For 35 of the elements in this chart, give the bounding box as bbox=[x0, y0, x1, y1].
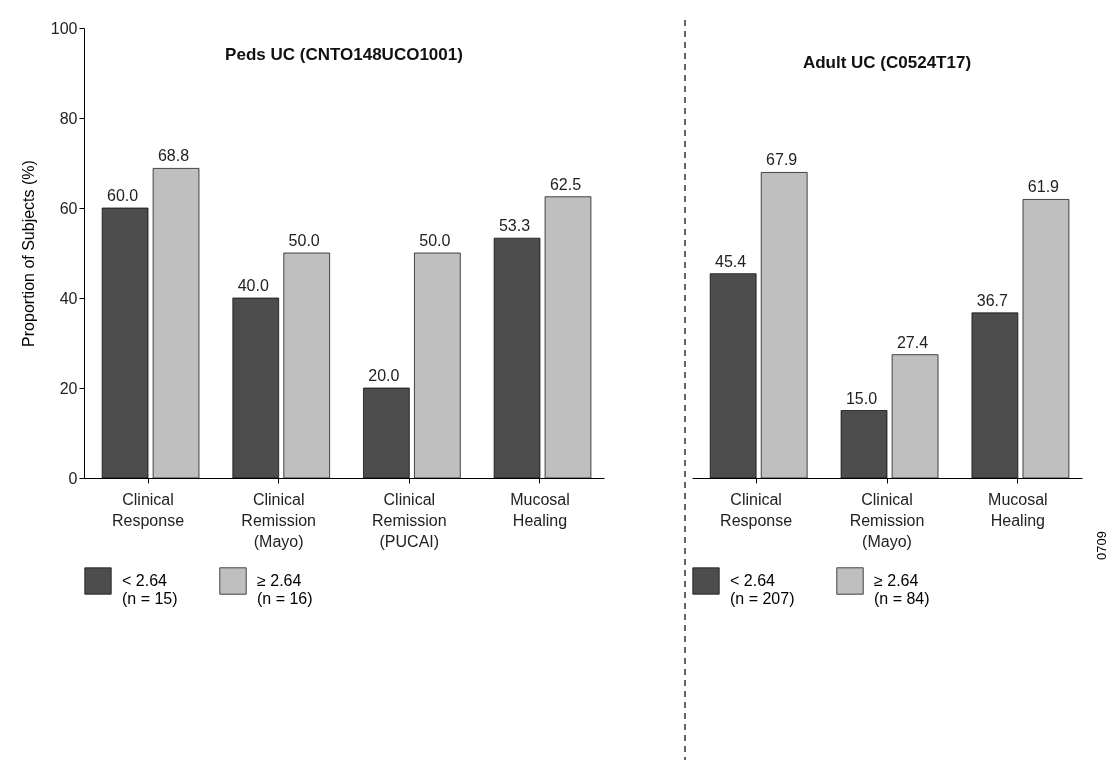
text: Peds UC (CNTO148UCO1001) bbox=[225, 45, 463, 64]
y-tick-label: 40 bbox=[59, 289, 78, 307]
data-label: 53.3 bbox=[498, 217, 531, 235]
data-label: 61.9 bbox=[1027, 178, 1060, 196]
x-tick-label: Clinical Remission (PUCAI) bbox=[371, 490, 447, 550]
data-label: 62.5 bbox=[549, 175, 582, 193]
data-label: 50.0 bbox=[288, 232, 320, 249]
data-label: 60.0 bbox=[106, 187, 139, 204]
text: 0709 bbox=[1094, 531, 1109, 560]
y-axis-title: Proportion of Subjects (%) bbox=[19, 160, 37, 347]
y-tick-label: 20 bbox=[59, 379, 78, 397]
data-label: 40.0 bbox=[237, 277, 269, 294]
text: Adult UC (C0524T17) bbox=[802, 53, 972, 72]
x-tick-label: Mucosal Healing bbox=[988, 490, 1048, 529]
data-label: 27.4 bbox=[896, 333, 929, 351]
x-tick-label: Clinical Remission (Mayo) bbox=[241, 490, 317, 550]
y-tick-label: 100 bbox=[50, 19, 78, 37]
y-tick-label: 60 bbox=[59, 199, 78, 217]
x-tick-label: Clinical Remission (Mayo) bbox=[849, 490, 925, 550]
data-label: 67.9 bbox=[766, 151, 798, 169]
x-tick-label: Clinical Response bbox=[112, 490, 185, 529]
x-tick-label: Clinical Response bbox=[720, 490, 793, 529]
y-tick-label: 80 bbox=[59, 109, 78, 127]
data-label: 68.8 bbox=[157, 147, 190, 165]
legend-label: ≥ 2.64 (n = 16) bbox=[257, 572, 313, 607]
data-label: 36.7 bbox=[976, 291, 1009, 309]
data-label: 20.0 bbox=[368, 367, 400, 384]
legend-label: ≥ 2.64 (n = 84) bbox=[874, 572, 930, 607]
legend-label: < 2.64 (n = 207) bbox=[730, 572, 795, 607]
data-label: 45.4 bbox=[715, 252, 747, 270]
data-label: 15.0 bbox=[845, 389, 878, 407]
data-label: 50.0 bbox=[419, 232, 451, 249]
legend-label: < 2.64 (n = 15) bbox=[122, 572, 178, 607]
x-tick-label: Mucosal Healing bbox=[510, 490, 570, 529]
y-tick-label: 0 bbox=[68, 469, 78, 487]
